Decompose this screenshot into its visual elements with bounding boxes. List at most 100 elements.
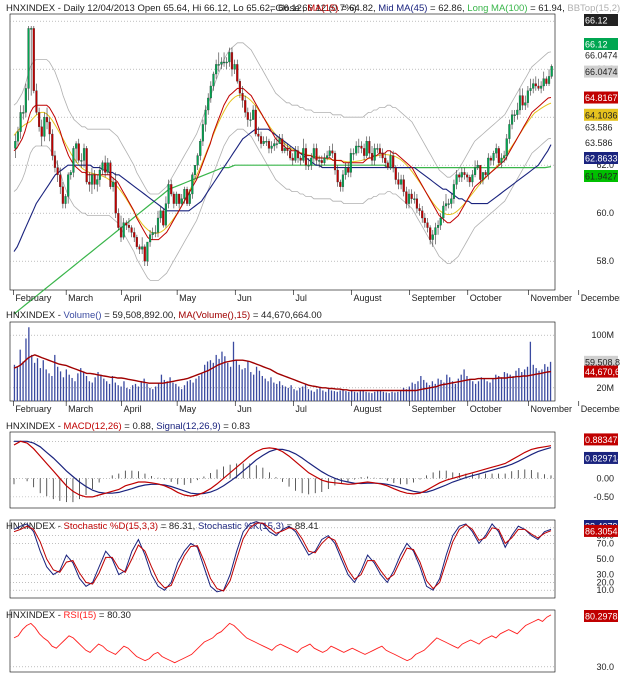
price-title: HNXINDEX - Daily 12/04/2013 Open 65.64, … xyxy=(6,3,357,14)
candle-body xyxy=(106,162,109,173)
candle-body xyxy=(373,148,376,161)
candle-body xyxy=(175,193,178,204)
candle-body xyxy=(407,193,411,204)
candle-body xyxy=(162,210,165,226)
price-month-label: September xyxy=(412,293,456,303)
price-value-tag: 63.586 xyxy=(585,123,613,133)
candle-body xyxy=(254,109,257,135)
price-y-tick-label: 60.0 xyxy=(596,208,614,218)
candle-body xyxy=(265,141,268,143)
candle-body xyxy=(405,191,408,204)
candle-body xyxy=(40,126,43,137)
candle-body xyxy=(228,52,231,63)
candle-body xyxy=(199,141,202,156)
candle-body xyxy=(170,184,173,195)
candle-body xyxy=(516,109,519,115)
candle-body xyxy=(344,167,347,175)
price-legend-part: = 66.12, xyxy=(270,3,307,14)
candle-body xyxy=(423,217,426,223)
volume-month-label: Jun xyxy=(237,404,252,414)
candle-body xyxy=(384,157,387,163)
candle-body xyxy=(146,241,149,262)
candle-body xyxy=(397,179,400,185)
candle-body xyxy=(315,148,318,161)
price-y-tick-label: 58.0 xyxy=(596,256,614,266)
price-y-tick-label: 62.0 xyxy=(596,160,614,170)
macd-value-tag: 0.829714 xyxy=(585,453,620,463)
volume-value-tag: 44,670,66 xyxy=(585,367,620,377)
volume-ma-line xyxy=(13,354,552,392)
candle-body xyxy=(518,95,522,111)
candle-body xyxy=(328,150,331,156)
candle-body xyxy=(193,165,197,175)
price-month-label: October xyxy=(470,293,502,303)
candle-body xyxy=(513,114,516,116)
candle-body xyxy=(547,76,551,84)
price-value-tag-bg xyxy=(584,91,618,104)
candle-body xyxy=(299,157,302,161)
candle-body xyxy=(207,97,210,111)
candle-body xyxy=(56,167,59,175)
candle-body xyxy=(180,198,183,204)
candle-body xyxy=(201,124,204,142)
candle-body xyxy=(431,234,434,240)
candle-body xyxy=(484,172,487,175)
candle-body xyxy=(479,165,482,180)
candle-body xyxy=(233,64,236,70)
candle-body xyxy=(43,117,46,137)
volume-month-label: August xyxy=(354,404,383,414)
candle-body xyxy=(368,141,371,154)
candle-body xyxy=(283,148,286,151)
candle-body xyxy=(521,95,524,106)
candle-body xyxy=(64,196,67,204)
stoch-title-part: Stochastic %D(15,3,3) xyxy=(64,521,159,532)
stoch-value-tag: 86.3054 xyxy=(585,526,618,536)
candle-body xyxy=(59,174,62,187)
macd-y-tick-label: -0.50 xyxy=(593,492,614,502)
candle-body xyxy=(35,90,38,113)
volume-value-tag: 59,508,89 xyxy=(585,357,620,367)
candle-body xyxy=(392,155,395,168)
candle-body xyxy=(534,83,537,87)
candle-body xyxy=(127,225,131,228)
candle-body xyxy=(421,210,424,219)
candle-body xyxy=(296,150,300,159)
candle-body xyxy=(473,167,477,175)
candle-body xyxy=(402,179,405,192)
macd-title-part: = 0.83 xyxy=(221,421,250,432)
candle-body xyxy=(244,100,247,113)
candle-body xyxy=(394,167,397,180)
volume-month-label: November xyxy=(531,404,573,414)
candle-body xyxy=(365,141,368,156)
candle-body xyxy=(318,160,321,162)
candle-body xyxy=(540,85,543,89)
candle-body xyxy=(505,138,508,156)
candle-body xyxy=(178,193,181,204)
candle-body xyxy=(381,153,384,159)
price-month-label: April xyxy=(124,293,142,303)
candle-body xyxy=(495,148,498,154)
candle-body xyxy=(148,234,152,243)
volume-title-part: MA(Volume(),15) xyxy=(178,310,250,321)
volume-month-label: September xyxy=(412,404,456,414)
price-month-label: August xyxy=(354,293,383,303)
candle-body xyxy=(117,213,120,228)
macd-line xyxy=(13,440,552,498)
candle-body xyxy=(24,88,27,113)
candle-body xyxy=(61,186,64,204)
candle-body xyxy=(135,237,138,247)
candle-body xyxy=(415,198,419,209)
stoch-title-part: Stochastic %K(15,3) xyxy=(198,521,284,532)
candle-body xyxy=(481,172,485,180)
candle-body xyxy=(32,28,35,91)
candle-body xyxy=(51,133,54,156)
candle-body xyxy=(236,64,239,82)
price-value-tag: 66.0474 xyxy=(585,67,618,77)
stoch-y-tick-label: 70.0 xyxy=(596,538,614,548)
price-month-label: December xyxy=(581,293,620,303)
volume-value-tag-bg xyxy=(584,355,618,368)
candle-body xyxy=(302,148,305,161)
candle-body xyxy=(104,162,107,173)
macd-value-tag-bg xyxy=(584,451,618,464)
price-value-tag-bg xyxy=(584,65,618,78)
